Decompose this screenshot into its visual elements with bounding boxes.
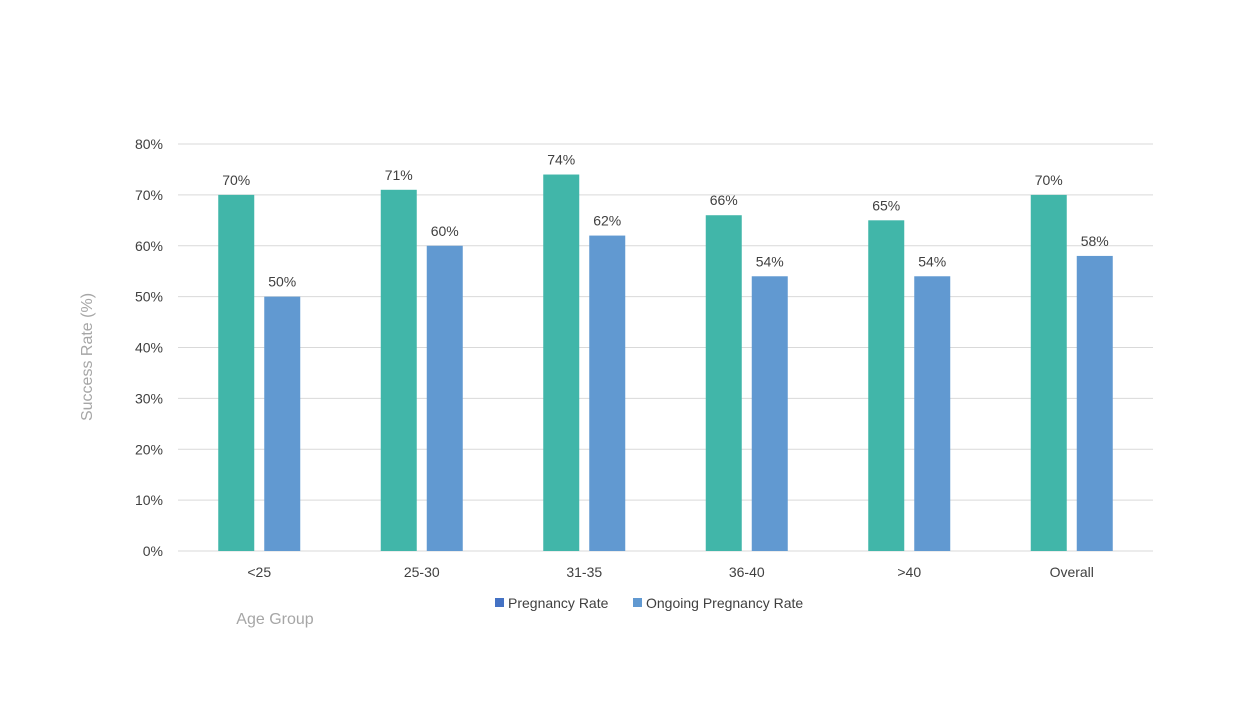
data-label: 54% <box>756 253 784 269</box>
data-label: 74% <box>547 152 575 168</box>
bars <box>218 174 1113 552</box>
data-labels: 70% 50% 71% 60% 74% 62% 66% 54% 65% 54% 70% 58% <box>222 152 1109 290</box>
y-tick-label: 30% <box>135 390 163 406</box>
bar-ongoing-pregnancy-rate <box>751 276 788 551</box>
data-label: 65% <box>872 197 900 213</box>
legend: Pregnancy Rate Ongoing Pregnancy Rate <box>495 595 803 611</box>
legend-label-ongoing-pregnancy-rate: Ongoing Pregnancy Rate <box>646 595 803 611</box>
y-tick-label: 20% <box>135 441 163 457</box>
bar-ongoing-pregnancy-rate <box>264 296 301 551</box>
data-label: 62% <box>593 213 621 229</box>
x-tick-label: 25-30 <box>404 564 440 580</box>
data-label: 71% <box>385 167 413 183</box>
y-axis-title: Success Rate (%) <box>79 293 96 421</box>
y-tick-label: 0% <box>143 543 163 559</box>
bar-pregnancy-rate <box>868 220 905 551</box>
y-tick-label: 60% <box>135 238 163 254</box>
data-label: 54% <box>918 253 946 269</box>
y-tick-label: 50% <box>135 289 163 305</box>
bar-pregnancy-rate <box>380 189 417 551</box>
bar-pregnancy-rate <box>705 215 742 551</box>
x-tick-label: 31-35 <box>566 564 602 580</box>
y-axis-tick-labels: 0% 10% 20% 30% 40% 50% 60% 70% 80% <box>135 136 163 559</box>
data-label: 58% <box>1081 233 1109 249</box>
x-tick-label: 36-40 <box>729 564 765 580</box>
bar-pregnancy-rate <box>543 174 580 551</box>
x-axis-title: Age Group <box>236 611 313 628</box>
bar-pregnancy-rate <box>1030 194 1067 551</box>
x-axis-tick-labels: <25 25-30 31-35 36-40 >40 Overall <box>247 564 1094 580</box>
y-tick-label: 80% <box>135 136 163 152</box>
x-tick-label: >40 <box>897 564 921 580</box>
data-label: 66% <box>710 192 738 208</box>
legend-swatch-pregnancy-rate <box>495 598 504 607</box>
bar-ongoing-pregnancy-rate <box>1076 255 1113 552</box>
legend-swatch-ongoing-pregnancy-rate <box>633 598 642 607</box>
x-tick-label: Overall <box>1050 564 1094 580</box>
gridlines <box>178 143 1153 552</box>
x-tick-label: <25 <box>247 564 271 580</box>
y-tick-label: 70% <box>135 187 163 203</box>
y-tick-label: 10% <box>135 492 163 508</box>
data-label: 70% <box>1035 172 1063 188</box>
data-label: 60% <box>431 223 459 239</box>
bar-ongoing-pregnancy-rate <box>914 276 951 551</box>
data-label: 50% <box>268 274 296 290</box>
legend-label-pregnancy-rate: Pregnancy Rate <box>508 595 609 611</box>
bar-ongoing-pregnancy-rate <box>426 245 463 551</box>
y-tick-label: 40% <box>135 340 163 356</box>
bar-ongoing-pregnancy-rate <box>589 235 626 551</box>
bar-pregnancy-rate <box>218 194 255 551</box>
data-label: 70% <box>222 172 250 188</box>
